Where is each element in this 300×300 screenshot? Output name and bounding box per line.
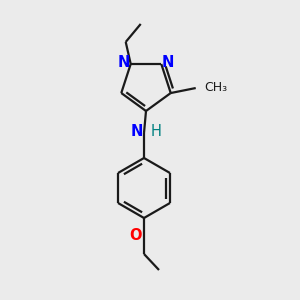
Text: H: H: [151, 124, 161, 140]
Text: CH₃: CH₃: [205, 80, 228, 94]
Text: N: N: [131, 124, 143, 140]
Text: N: N: [118, 56, 130, 70]
Text: N: N: [162, 56, 175, 70]
Text: O: O: [130, 227, 142, 242]
